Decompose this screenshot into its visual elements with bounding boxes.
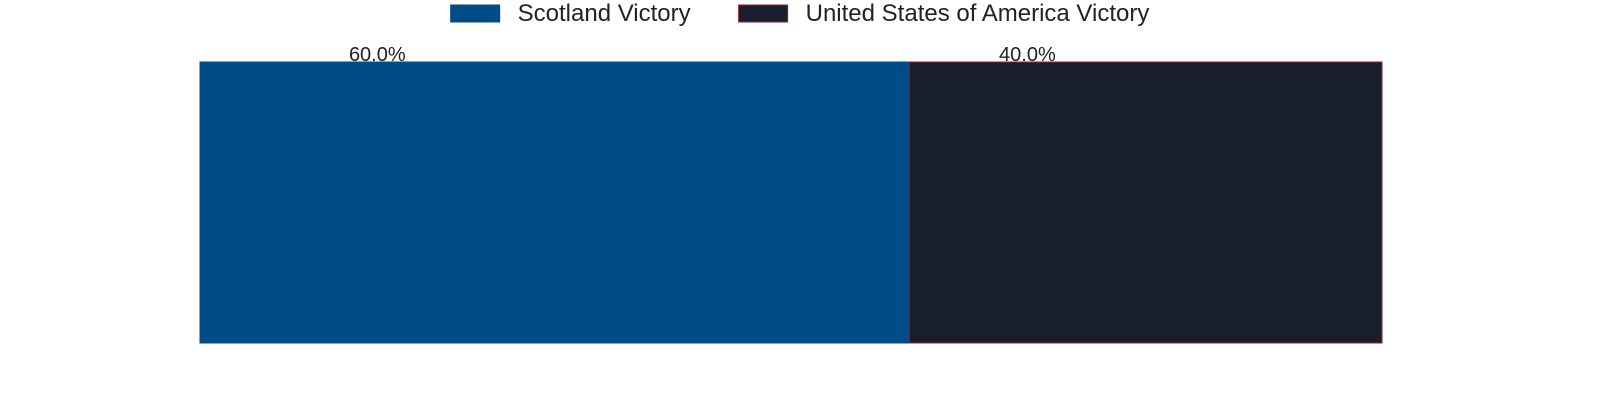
bar-segment-united-states-of-america-victory bbox=[908, 61, 1383, 344]
value-label-scotland-victory: 60.0% bbox=[349, 44, 406, 66]
legend-swatch-scotland-victory bbox=[450, 4, 501, 23]
legend-swatch-united-states-of-america-victory bbox=[738, 4, 789, 23]
stacked-bar bbox=[199, 61, 1383, 344]
bar-segment-scotland-victory bbox=[199, 61, 910, 344]
legend-label-scotland-victory: Scotland Victory bbox=[518, 0, 691, 27]
value-label-united-states-of-america-victory: 40.0% bbox=[999, 44, 1056, 66]
chart-legend: Scotland Victory United States of America… bbox=[450, 0, 1150, 27]
value-labels: 60.0% 40.0% bbox=[349, 44, 1056, 66]
legend-label-united-states-of-america-victory: United States of America Victory bbox=[806, 0, 1150, 27]
